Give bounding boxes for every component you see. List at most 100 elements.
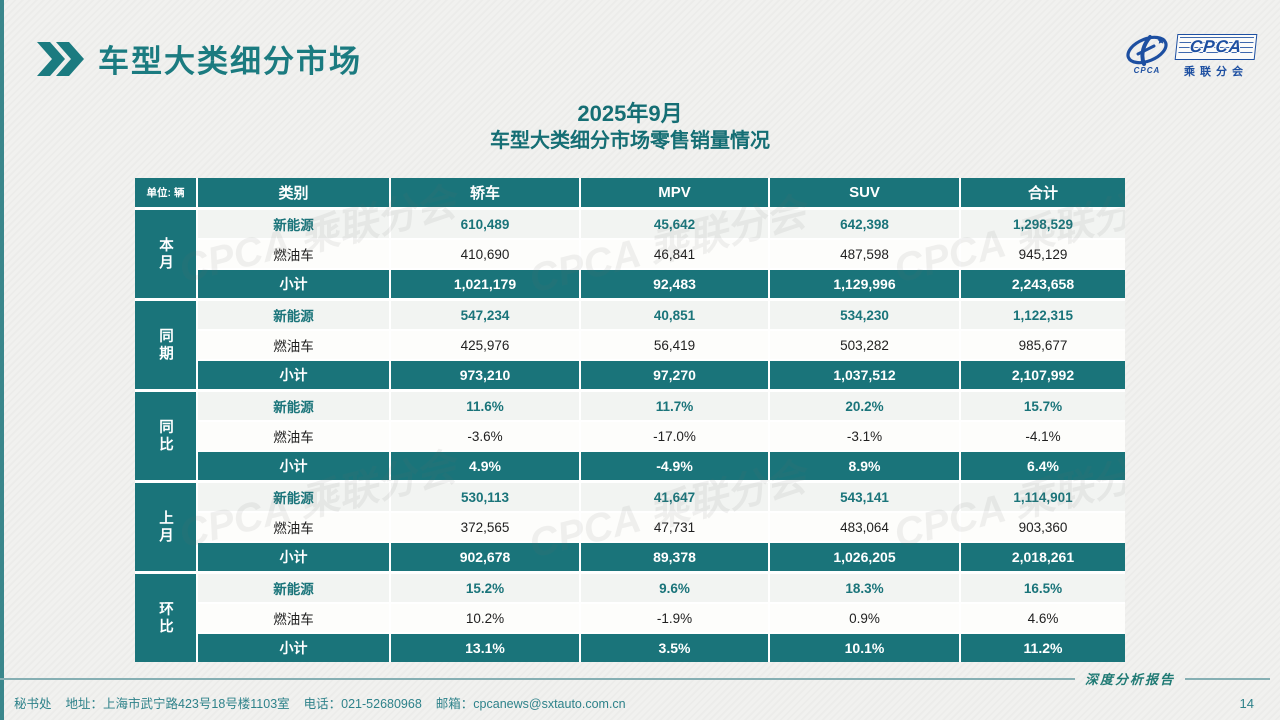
cell-value: 1,021,179 bbox=[391, 270, 579, 298]
cpca-acronym-label: CPCA bbox=[1188, 37, 1244, 56]
col-header-total: 合计 bbox=[961, 178, 1125, 207]
cell-value: 973,210 bbox=[391, 361, 579, 389]
row-label: 新能源 bbox=[198, 574, 389, 602]
cpca-subtitle-label: 乘联分会 bbox=[1184, 66, 1248, 78]
col-header-sedan: 轿车 bbox=[391, 178, 579, 207]
cell-value: 543,141 bbox=[770, 483, 959, 511]
cell-value: 1,298,529 bbox=[961, 210, 1125, 238]
cell-value: -3.1% bbox=[770, 422, 959, 450]
cell-value: 4.6% bbox=[961, 604, 1125, 632]
cell-value: 8.9% bbox=[770, 452, 959, 480]
cell-value: 11.2% bbox=[961, 634, 1125, 662]
cell-value: 15.2% bbox=[391, 574, 579, 602]
cell-value: 41,647 bbox=[581, 483, 768, 511]
cell-value: -17.0% bbox=[581, 422, 768, 450]
footer-rule-left bbox=[0, 677, 1075, 680]
cell-value: 2,107,992 bbox=[961, 361, 1125, 389]
cell-value: 89,378 bbox=[581, 543, 768, 571]
row-label: 新能源 bbox=[198, 210, 389, 238]
cpca-logo-text: CPCA 乘联分会 bbox=[1174, 34, 1258, 79]
group-label: 同比 bbox=[135, 392, 196, 480]
footer-contact-info: 秘书处 地址：上海市武宁路423号18号楼1103室 电话：021-526809… bbox=[14, 693, 626, 712]
footer-address: 地址：上海市武宁路423号18号楼1103室 bbox=[65, 697, 290, 711]
cell-value: 11.6% bbox=[391, 392, 579, 420]
cell-value: 13.1% bbox=[391, 634, 579, 662]
cell-value: 56,419 bbox=[581, 331, 768, 359]
row-label: 小计 bbox=[198, 543, 389, 571]
cell-value: 15.7% bbox=[961, 392, 1125, 420]
row-label: 小计 bbox=[198, 452, 389, 480]
row-label: 燃油车 bbox=[198, 604, 389, 632]
cell-value: 372,565 bbox=[391, 513, 579, 541]
cell-value: 16.5% bbox=[961, 574, 1125, 602]
cell-value: 45,642 bbox=[581, 210, 768, 238]
table-title-subject: 车型大类细分市场零售销量情况 bbox=[490, 129, 770, 152]
cell-value: 410,690 bbox=[391, 240, 579, 268]
cell-value: 4.9% bbox=[391, 452, 579, 480]
cell-value: 985,677 bbox=[961, 331, 1125, 359]
table-header-row: 单位: 辆 类别 轿车 MPV SUV 合计 bbox=[135, 178, 1125, 207]
cell-value: -4.1% bbox=[961, 422, 1125, 450]
row-label: 小计 bbox=[198, 634, 389, 662]
table-group-1: 同期 新能源 547,234 40,851 534,230 1,122,315 燃油车 425… bbox=[135, 301, 1125, 389]
cell-value: 483,064 bbox=[770, 513, 959, 541]
table-group-3: 上月 新能源 530,113 41,647 543,141 1,114,901 燃油车 372… bbox=[135, 483, 1125, 571]
row-label: 燃油车 bbox=[198, 331, 389, 359]
cell-value: 1,114,901 bbox=[961, 483, 1125, 511]
cell-value: 20.2% bbox=[770, 392, 959, 420]
cell-value: -1.9% bbox=[581, 604, 768, 632]
cell-value: 10.1% bbox=[770, 634, 959, 662]
cell-value: 903,360 bbox=[961, 513, 1125, 541]
cell-value: 547,234 bbox=[391, 301, 579, 329]
left-edge-accent-bar bbox=[0, 0, 4, 720]
cell-value: 11.7% bbox=[581, 392, 768, 420]
cell-value: 1,122,315 bbox=[961, 301, 1125, 329]
page-number: 14 bbox=[1239, 696, 1254, 711]
col-header-suv: SUV bbox=[770, 178, 959, 207]
col-header-category: 类别 bbox=[198, 178, 389, 207]
group-label: 同期 bbox=[135, 301, 196, 389]
row-label: 新能源 bbox=[198, 483, 389, 511]
cell-value: 3.5% bbox=[581, 634, 768, 662]
table-title-month: 2025年9月 bbox=[577, 101, 683, 126]
footer-phone: 电话：021-52680968 bbox=[303, 697, 422, 711]
cell-value: 530,113 bbox=[391, 483, 579, 511]
cell-value: 97,270 bbox=[581, 361, 768, 389]
footer-rule: 深度分析报告 bbox=[0, 669, 1280, 688]
cell-value: 425,976 bbox=[391, 331, 579, 359]
cell-value: 18.3% bbox=[770, 574, 959, 602]
table-title: 2025年9月 车型大类细分市场零售销量情况 bbox=[135, 100, 1125, 155]
table-group-2: 同比 新能源 11.6% 11.7% 20.2% 15.7% 燃油车 -3.6% -17.0% -… bbox=[135, 392, 1125, 480]
report-type-label: 深度分析报告 bbox=[1084, 673, 1175, 688]
cell-value: 503,282 bbox=[770, 331, 959, 359]
cell-value: 1,037,512 bbox=[770, 361, 959, 389]
table-groups: 本月 新能源 610,489 45,642 642,398 1,298,529 燃油车 410… bbox=[135, 210, 1125, 662]
cell-value: 46,841 bbox=[581, 240, 768, 268]
emblem-acronym-label: CPCA bbox=[1133, 66, 1161, 75]
table-group-4: 环比 新能源 15.2% 9.6% 18.3% 16.5% 燃油车 10.2% -1.9% 0.9… bbox=[135, 574, 1125, 662]
cell-value: 2,018,261 bbox=[961, 543, 1125, 571]
cell-value: -4.9% bbox=[581, 452, 768, 480]
footer-secretariat: 秘书处 bbox=[14, 697, 52, 711]
cell-value: 945,129 bbox=[961, 240, 1125, 268]
cpca-acronym-box: CPCA bbox=[1174, 34, 1258, 60]
cell-value: 6.4% bbox=[961, 452, 1125, 480]
sales-table: 单位: 辆 类别 轿车 MPV SUV 合计 本月 新能源 610,489 45,64… bbox=[135, 178, 1125, 662]
cell-value: 9.6% bbox=[581, 574, 768, 602]
cell-value: 92,483 bbox=[581, 270, 768, 298]
row-label: 新能源 bbox=[198, 301, 389, 329]
footer-email: 邮箱：cpcanews@sxtauto.com.cn bbox=[435, 697, 626, 711]
slide-footer: 深度分析报告 秘书处 地址：上海市武宁路423号18号楼1103室 电话：021… bbox=[0, 669, 1280, 712]
row-label: 燃油车 bbox=[198, 240, 389, 268]
cell-value: 487,598 bbox=[770, 240, 959, 268]
cell-value: 902,678 bbox=[391, 543, 579, 571]
col-header-mpv: MPV bbox=[581, 178, 768, 207]
double-chevron-icon bbox=[36, 41, 84, 76]
row-label: 新能源 bbox=[198, 392, 389, 420]
footer-rule-right bbox=[1185, 677, 1270, 680]
cell-value: 2,243,658 bbox=[961, 270, 1125, 298]
page-title: 车型大类细分市场 bbox=[98, 44, 362, 79]
table-group-0: 本月 新能源 610,489 45,642 642,398 1,298,529 燃油车 410… bbox=[135, 210, 1125, 298]
footer-row: 秘书处 地址：上海市武宁路423号18号楼1103室 电话：021-526809… bbox=[0, 688, 1280, 712]
